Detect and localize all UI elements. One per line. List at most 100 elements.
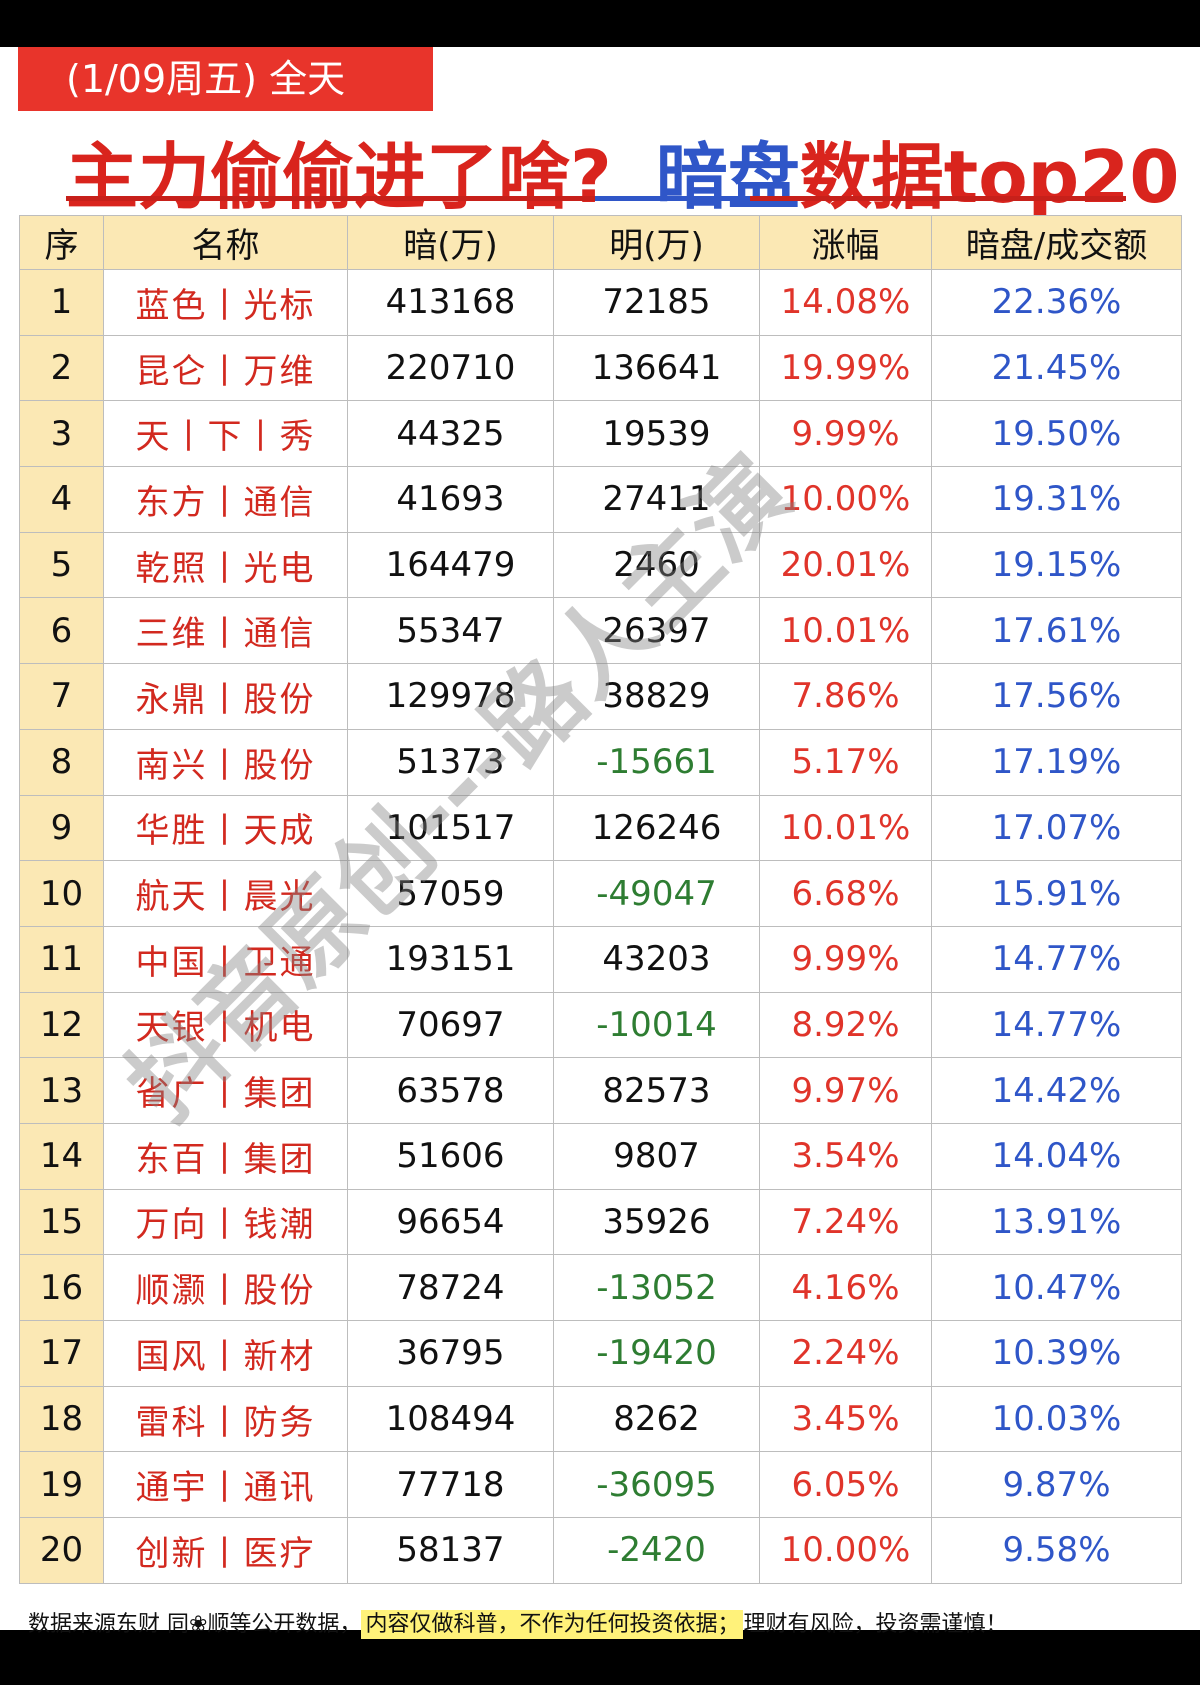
dark-amount: 51606: [347, 1122, 554, 1190]
table-row: 12 天银丨机电 70697 -10014 8.92% 14.77%: [19, 991, 1182, 1059]
price-change: 2.24%: [759, 1320, 932, 1387]
col-header-index: 序: [19, 215, 104, 270]
title-underline-blue: [595, 196, 750, 201]
price-change: 7.24%: [759, 1188, 932, 1256]
dark-amount: 164479: [347, 531, 554, 599]
stock-name: 乾照丨光电: [103, 531, 348, 599]
table-body: 1 蓝色丨光标 413168 72185 14.08% 22.36% 2 昆仑丨万维 22071…: [19, 269, 1182, 1584]
dark-amount: 220710: [347, 334, 554, 402]
price-change: 10.00%: [759, 1517, 932, 1584]
open-amount: -49047: [553, 860, 760, 927]
stock-name: 万向丨钱潮: [103, 1188, 348, 1256]
data-table: 序 名称 暗(万) 明(万) 涨幅 暗盘/成交额 1 蓝色丨光标 413168 721…: [19, 215, 1182, 1584]
price-change: 9.99%: [759, 400, 932, 468]
page: (1/09周五) 全天 主力偷偷进了啥? 暗盘数据top20 序 名称 暗(万) …: [0, 47, 1200, 1639]
open-amount: 27411: [553, 466, 760, 533]
price-change: 6.05%: [759, 1451, 932, 1519]
row-index: 1: [19, 269, 104, 336]
open-amount: -10014: [553, 991, 760, 1059]
stock-name: 东方丨通信: [103, 466, 348, 533]
row-index: 18: [19, 1385, 104, 1453]
footer-risk: 理财有风险，投资需谨慎！: [743, 1612, 1008, 1637]
dark-ratio: 19.15%: [931, 531, 1182, 599]
stock-name: 天丨下丨秀: [103, 400, 348, 468]
table-row: 10 航天丨晨光 57059 -49047 6.68% 15.91%: [19, 860, 1182, 927]
row-index: 19: [19, 1451, 104, 1519]
stock-name: 中国丨卫通: [103, 925, 348, 993]
date-tag: (1/09周五) 全天: [18, 47, 433, 111]
dark-ratio: 21.45%: [931, 334, 1182, 402]
row-index: 2: [19, 334, 104, 402]
row-index: 15: [19, 1188, 104, 1256]
row-index: 20: [19, 1517, 104, 1584]
open-amount: 43203: [553, 925, 760, 993]
title-blue: 暗盘: [655, 135, 800, 219]
dark-ratio: 14.04%: [931, 1122, 1182, 1190]
open-amount: -2420: [553, 1517, 760, 1584]
price-change: 4.16%: [759, 1254, 932, 1321]
table-row: 4 东方丨通信 41693 27411 10.00% 19.31%: [19, 466, 1182, 533]
stock-name: 东百丨集团: [103, 1122, 348, 1190]
table-row: 6 三维丨通信 55347 26397 10.01% 17.61%: [19, 597, 1182, 665]
col-header-dark: 暗(万): [347, 215, 554, 270]
dark-amount: 70697: [347, 991, 554, 1059]
dark-amount: 57059: [347, 860, 554, 927]
stock-name: 天银丨机电: [103, 991, 348, 1059]
table-row: 13 省广丨集团 63578 82573 9.97% 14.42%: [19, 1057, 1182, 1124]
row-index: 6: [19, 597, 104, 665]
stock-name: 昆仑丨万维: [103, 334, 348, 402]
table-row: 3 天丨下丨秀 44325 19539 9.99% 19.50%: [19, 400, 1182, 468]
price-change: 10.01%: [759, 794, 932, 862]
table-row: 1 蓝色丨光标 413168 72185 14.08% 22.36%: [19, 269, 1182, 336]
dark-ratio: 17.56%: [931, 663, 1182, 730]
price-change: 20.01%: [759, 531, 932, 599]
table-row: 8 南兴丨股份 51373 -15661 5.17% 17.19%: [19, 728, 1182, 796]
dark-amount: 58137: [347, 1517, 554, 1584]
table-row: 5 乾照丨光电 164479 2460 20.01% 19.15%: [19, 531, 1182, 599]
row-index: 9: [19, 794, 104, 862]
dark-ratio: 9.87%: [931, 1451, 1182, 1519]
col-header-name: 名称: [103, 215, 348, 270]
stock-name: 三维丨通信: [103, 597, 348, 665]
dark-amount: 63578: [347, 1057, 554, 1124]
price-change: 14.08%: [759, 269, 932, 336]
row-index: 17: [19, 1320, 104, 1387]
table-row: 14 东百丨集团 51606 9807 3.54% 14.04%: [19, 1122, 1182, 1190]
table-row: 19 通宇丨通讯 77718 -36095 6.05% 9.87%: [19, 1451, 1182, 1519]
stock-name: 国风丨新材: [103, 1320, 348, 1387]
stock-name: 蓝色丨光标: [103, 269, 348, 336]
table-row: 15 万向丨钱潮 96654 35926 7.24% 13.91%: [19, 1188, 1182, 1256]
open-amount: 72185: [553, 269, 760, 336]
row-index: 5: [19, 531, 104, 599]
row-index: 4: [19, 466, 104, 533]
dark-ratio: 17.07%: [931, 794, 1182, 862]
footer-highlight: 内容仅做科普，不作为任何投资依据；: [361, 1610, 744, 1639]
dark-ratio: 9.58%: [931, 1517, 1182, 1584]
open-amount: 2460: [553, 531, 760, 599]
row-index: 16: [19, 1254, 104, 1321]
price-change: 10.01%: [759, 597, 932, 665]
dark-ratio: 15.91%: [931, 860, 1182, 927]
open-amount: 8262: [553, 1385, 760, 1453]
footer-disclaimer: 数据来源东财 同❀顺等公开数据， 内容仅做科普，不作为任何投资依据； 理财有风险，投…: [28, 1607, 1188, 1643]
stock-name: 通宇丨通讯: [103, 1451, 348, 1519]
stock-name: 创新丨医疗: [103, 1517, 348, 1584]
open-amount: 136641: [553, 334, 760, 402]
table-row: 11 中国丨卫通 193151 43203 9.99% 14.77%: [19, 925, 1182, 993]
row-index: 14: [19, 1122, 104, 1190]
row-index: 10: [19, 860, 104, 927]
row-index: 7: [19, 663, 104, 730]
col-header-change: 涨幅: [759, 215, 932, 270]
price-change: 5.17%: [759, 728, 932, 796]
footer-source: 数据来源东财 同❀顺等公开数据，: [28, 1612, 362, 1637]
dark-ratio: 13.91%: [931, 1188, 1182, 1256]
row-index: 3: [19, 400, 104, 468]
dark-ratio: 14.77%: [931, 991, 1182, 1059]
dark-amount: 101517: [347, 794, 554, 862]
price-change: 9.97%: [759, 1057, 932, 1124]
dark-ratio: 10.03%: [931, 1385, 1182, 1453]
price-change: 6.68%: [759, 860, 932, 927]
open-amount: 35926: [553, 1188, 760, 1256]
row-index: 8: [19, 728, 104, 796]
stock-name: 华胜丨天成: [103, 794, 348, 862]
